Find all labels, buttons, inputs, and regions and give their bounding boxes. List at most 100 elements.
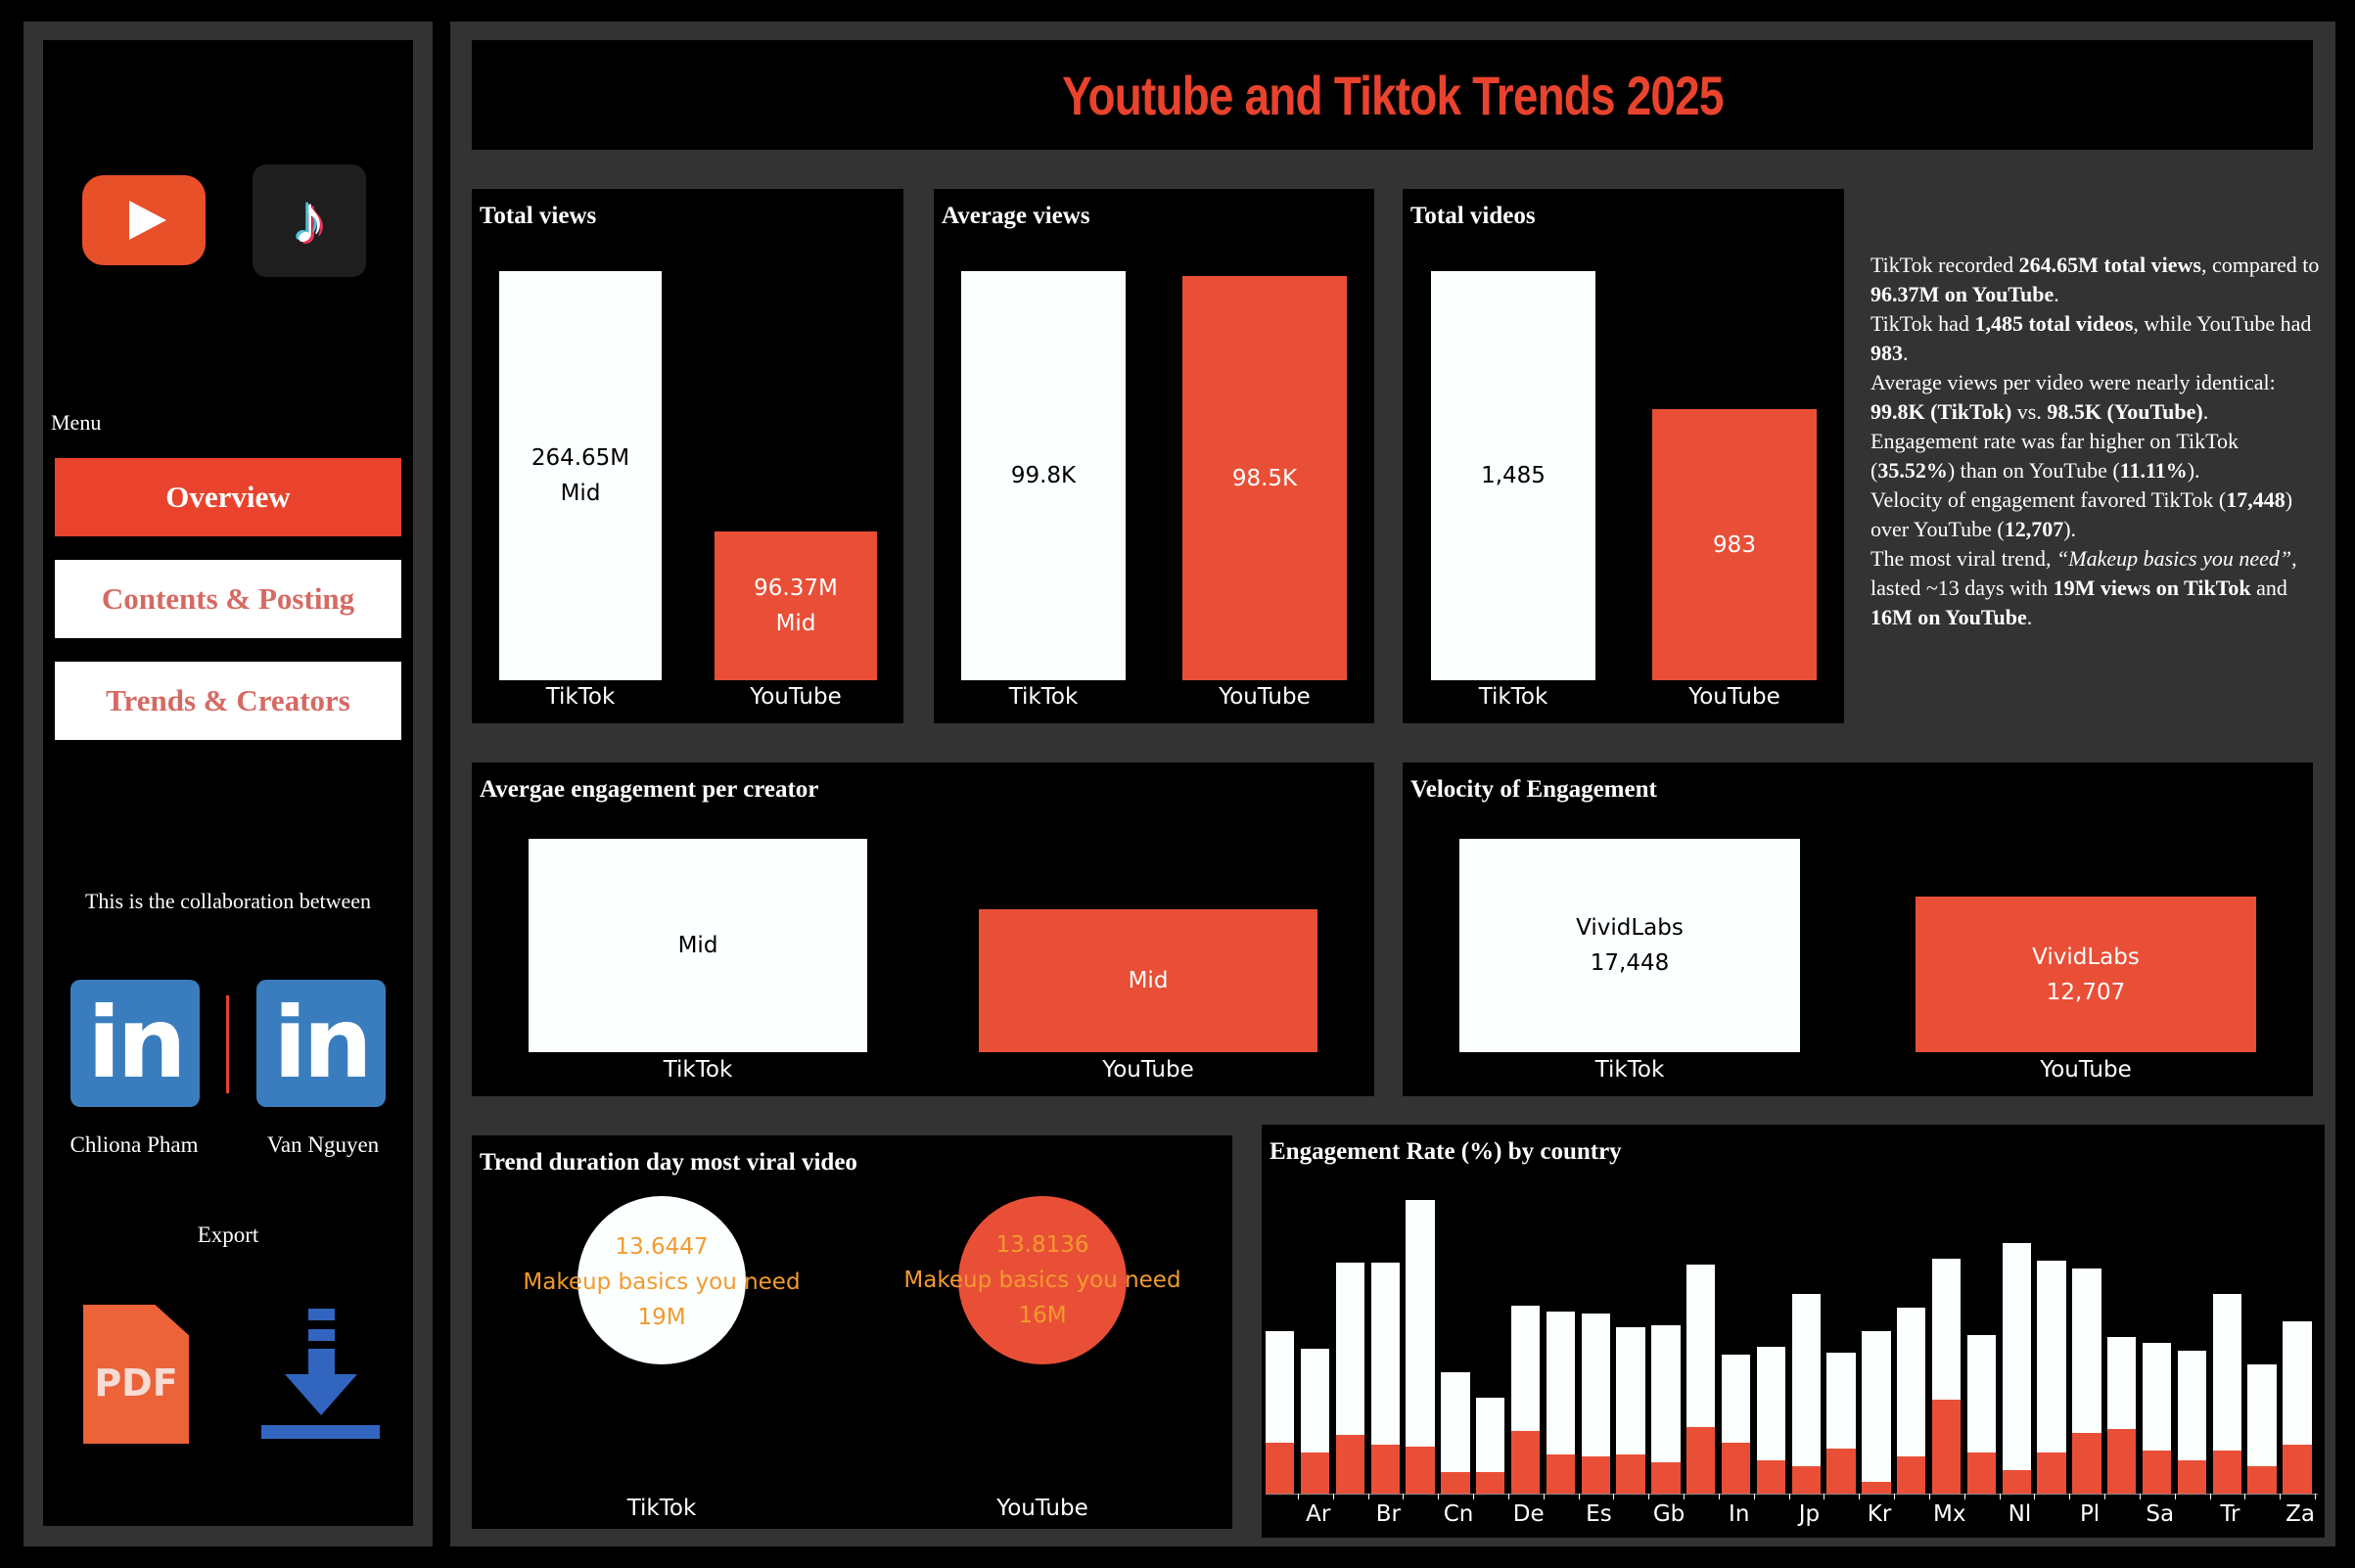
tiktok-bar[interactable] [1441,1372,1470,1472]
tiktok-bar[interactable] [1826,1353,1856,1449]
pdf-icon-text: PDF [94,1361,178,1405]
youtube-bar[interactable] [1616,1454,1645,1494]
youtube-bar[interactable] [2107,1429,2137,1494]
youtube-bar[interactable]: 98.5K [1182,276,1347,680]
tiktok-bar[interactable] [2002,1243,2031,1470]
menu-item-overview[interactable]: Overview [55,458,401,536]
youtube-bar[interactable] [1721,1443,1751,1494]
tiktok-bar[interactable] [2072,1268,2101,1433]
youtube-bar[interactable] [1546,1454,1576,1494]
menu-item-trends-creators[interactable]: Trends & Creators [55,662,401,740]
bar-value: 12,707 [2046,979,2126,1005]
youtube-bar[interactable] [2177,1460,2207,1494]
youtube-bar[interactable] [2247,1466,2277,1494]
tiktok-bar[interactable] [2037,1261,2066,1453]
tiktok-bar[interactable] [2212,1294,2241,1451]
tiktok-bar[interactable] [1966,1335,1997,1453]
youtube-bar[interactable] [1931,1400,1962,1494]
x-tick [1648,1494,1650,1499]
x-label: TikTok [1478,684,1548,710]
x-label: YouTube [1102,1057,1194,1083]
pdf-export-icon[interactable]: PDF [83,1305,189,1444]
youtube-bar[interactable] [2212,1451,2241,1494]
x-tick-label: Za [2286,1501,2315,1527]
tiktok-bar[interactable] [1581,1314,1610,1456]
youtube-bar[interactable] [1406,1447,1435,1494]
tiktok-circle[interactable] [577,1196,746,1364]
youtube-bar[interactable] [1756,1460,1786,1494]
youtube-bar[interactable] [1791,1466,1821,1494]
bar-value: Mid [677,933,718,958]
tiktok-bar[interactable] [1406,1200,1435,1447]
tiktok-bar[interactable] [1300,1349,1330,1453]
youtube-bar[interactable] [1826,1449,1856,1494]
tiktok-bar[interactable] [2247,1364,2277,1466]
youtube-bar[interactable] [1266,1443,1295,1494]
youtube-bar[interactable]: VividLabs 12,707 [1916,897,2256,1052]
header-bar: Youtube and Tiktok Trends 2025 [472,40,2313,150]
creator-name: Van Nguyen [266,1132,380,1157]
tiktok-bar[interactable]: 1,485 [1431,271,1595,680]
youtube-bar[interactable]: 983 [1652,409,1817,680]
tiktok-bar[interactable] [1510,1306,1541,1431]
x-tick-label: Br [1375,1501,1402,1527]
tiktok-bar[interactable] [2107,1337,2137,1429]
bar-creator: VividLabs [1576,915,1684,941]
tiktok-bar[interactable] [1791,1294,1821,1466]
x-axis [1266,1494,2318,1495]
youtube-bar[interactable] [2283,1445,2312,1494]
youtube-bar[interactable] [2002,1470,2031,1494]
bar-value: 96.37M [754,575,838,601]
tiktok-bar[interactable] [1266,1331,1295,1443]
linkedin-icon[interactable]: in [70,980,200,1107]
tiktok-bar[interactable] [1476,1398,1505,1472]
youtube-bar[interactable] [1441,1472,1470,1494]
youtube-bar[interactable] [1510,1431,1541,1494]
youtube-bar[interactable] [1897,1456,1926,1494]
summary-line: TikTok had 1,485 total videos, while You… [1870,311,2312,365]
youtube-bar[interactable] [2142,1451,2172,1494]
tiktok-bar[interactable] [1686,1265,1716,1427]
tiktok-bar[interactable]: 99.8K [961,271,1126,680]
summary-line: Velocity of engagement favored TikTok (1… [1870,487,2293,541]
tiktok-bar[interactable] [1897,1308,1926,1456]
youtube-bar[interactable] [1651,1462,1681,1494]
youtube-bar[interactable] [1476,1472,1505,1494]
tiktok-bar[interactable] [1756,1347,1786,1460]
youtube-bar[interactable]: 96.37M Mid [715,530,877,680]
panel-title: Total videos [1410,203,1536,229]
youtube-bar[interactable] [1686,1427,1716,1494]
tiktok-bar[interactable] [2177,1351,2207,1460]
tiktok-bar[interactable] [2283,1321,2312,1445]
tiktok-bar[interactable]: 264.65M Mid [499,271,662,680]
tiktok-bar[interactable]: VividLabs 17,448 [1459,839,1800,1052]
youtube-bar[interactable] [1966,1453,1997,1494]
tiktok-bar[interactable] [1335,1263,1365,1435]
youtube-bar[interactable] [1862,1482,1891,1494]
youtube-bar[interactable]: Mid [979,909,1317,1052]
youtube-bar[interactable] [1335,1435,1365,1494]
youtube-bar[interactable] [1370,1445,1400,1494]
menu-item-contents-posting[interactable]: Contents & Posting [55,560,401,638]
x-tick [2244,1494,2246,1499]
youtube-circle[interactable] [958,1196,1127,1364]
youtube-bar[interactable] [1300,1453,1330,1494]
tiktok-bar[interactable]: Mid [529,839,867,1052]
tiktok-bar[interactable] [1862,1331,1891,1482]
menu-label: Menu [51,410,102,435]
average-views-panel: Average views 99.8K 98.5K TikTok YouTube [934,189,1374,723]
youtube-bar[interactable] [2037,1453,2066,1494]
tiktok-bar[interactable] [1546,1312,1576,1454]
bar-value: 983 [1713,531,1756,558]
tiktok-bar[interactable] [1370,1263,1400,1445]
youtube-bar[interactable] [2072,1433,2101,1494]
tiktok-bar[interactable] [1651,1325,1681,1462]
linkedin-icon[interactable]: in [256,980,386,1107]
tiktok-bar[interactable] [2142,1343,2172,1451]
download-icon[interactable] [261,1309,380,1440]
tiktok-bar[interactable] [1931,1259,1962,1400]
x-tick [2315,1494,2316,1499]
tiktok-bar[interactable] [1616,1327,1645,1454]
tiktok-bar[interactable] [1721,1355,1751,1443]
youtube-bar[interactable] [1581,1456,1610,1494]
